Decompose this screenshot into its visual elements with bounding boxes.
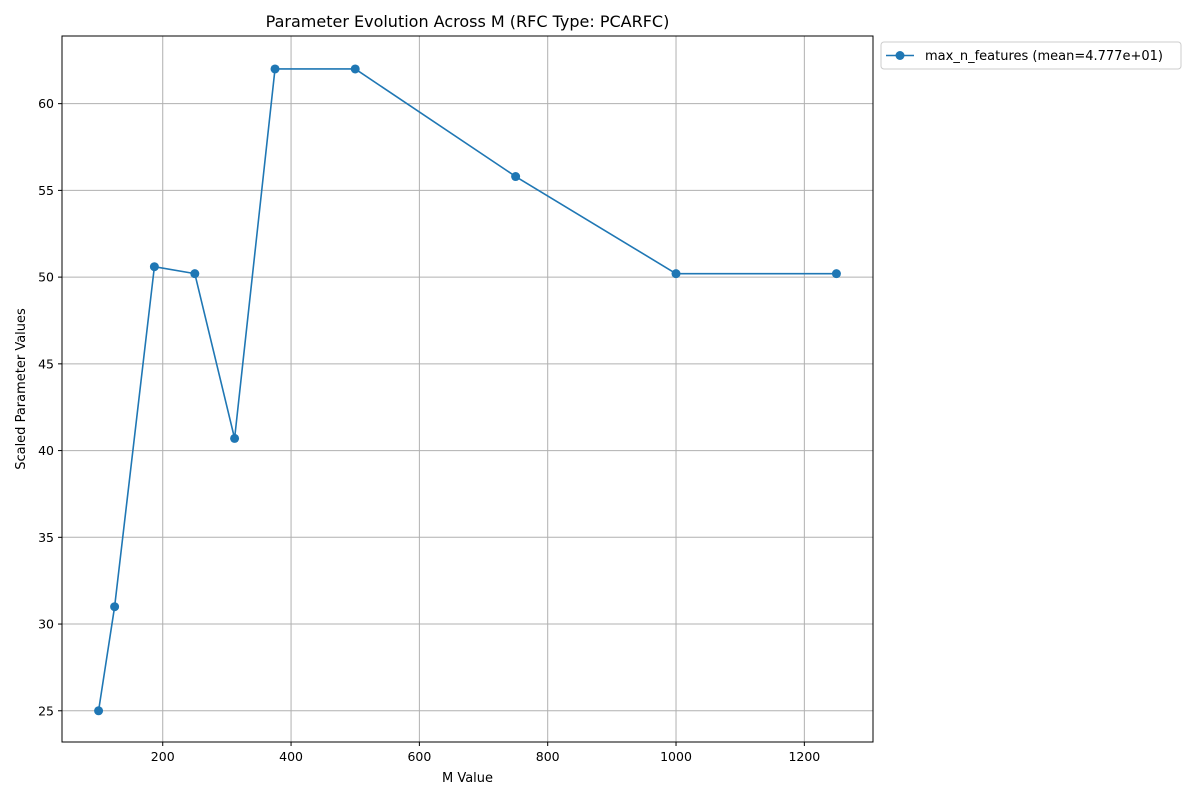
grid: [62, 36, 873, 742]
x-axis: 200 400 600 800 1000 1200: [151, 742, 820, 764]
data-point: [94, 706, 104, 716]
y-tick-label: 25: [38, 703, 54, 718]
y-tick-label: 40: [38, 443, 54, 458]
y-tick-label: 35: [38, 530, 54, 545]
y-tick-label: 50: [38, 270, 54, 285]
data-point: [511, 172, 521, 182]
legend: max_n_features (mean=4.777e+01): [880, 41, 1182, 70]
y-tick-label: 30: [38, 617, 54, 632]
chart-title: Parameter Evolution Across M (RFC Type: …: [266, 12, 670, 31]
data-point: [831, 269, 841, 279]
legend-point-marker: [895, 51, 905, 60]
x-axis-label: M Value: [442, 771, 493, 786]
data-point: [350, 64, 360, 74]
x-tick-label: 600: [407, 749, 431, 764]
plot-area: [94, 64, 841, 716]
x-tick-label: 800: [536, 749, 560, 764]
data-point: [190, 269, 200, 279]
x-tick-label: 1200: [788, 749, 820, 764]
series-line: [97, 68, 837, 711]
x-tick-label: 1000: [660, 749, 692, 764]
data-point: [270, 64, 280, 74]
data-point: [149, 262, 159, 272]
axes-frame: [61, 35, 874, 743]
data-point: [671, 269, 681, 279]
y-tick-label: 60: [38, 96, 54, 111]
x-tick-label: 400: [279, 749, 303, 764]
data-point: [110, 602, 120, 612]
y-axis: 25 30 35 40 45 50 55 60: [38, 96, 62, 718]
x-tick-label: 200: [151, 749, 175, 764]
data-point: [230, 433, 240, 443]
legend-entry-label: max_n_features (mean=4.777e+01): [925, 49, 1163, 64]
legend-frame: [880, 41, 1182, 70]
y-tick-label: 45: [38, 356, 54, 371]
y-tick-label: 55: [38, 183, 54, 198]
y-axis-label: Scaled Parameter Values: [14, 308, 29, 470]
